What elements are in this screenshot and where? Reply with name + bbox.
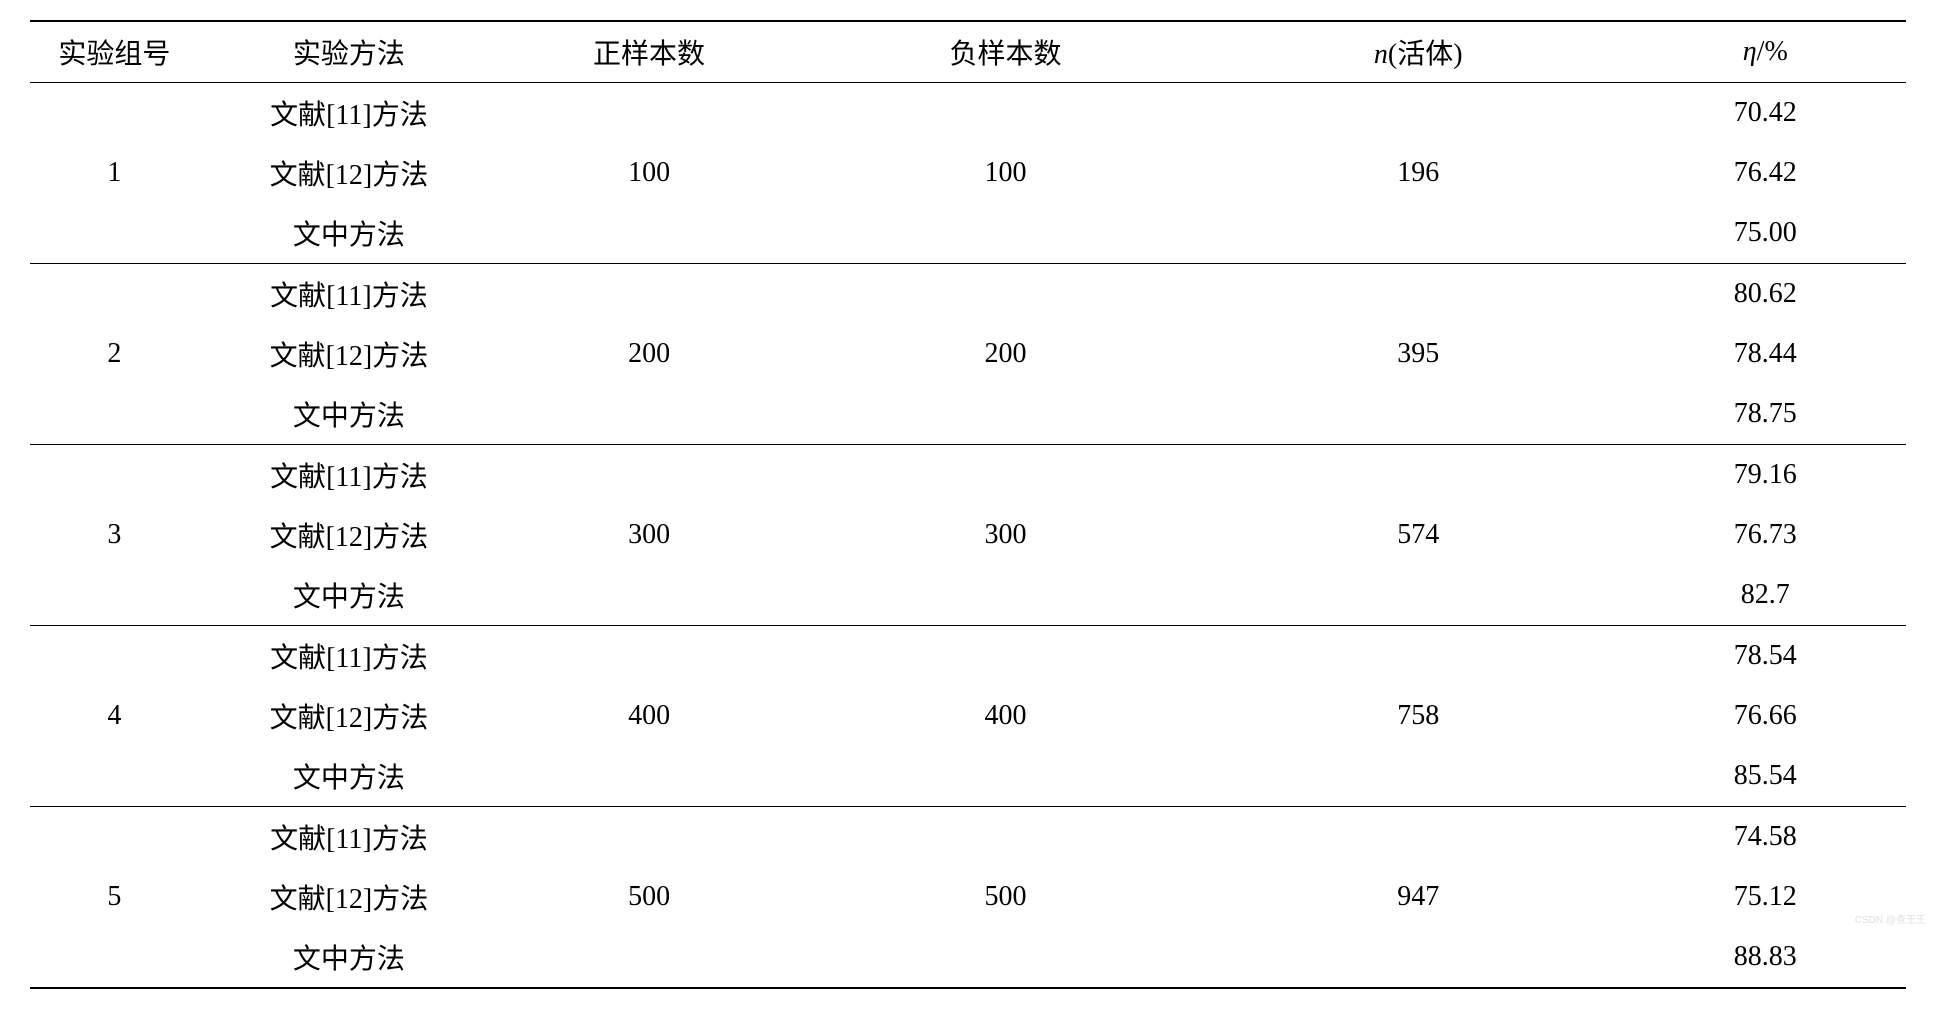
cell-eta: 76.42: [1625, 143, 1906, 203]
cell-n: 196: [1212, 83, 1625, 264]
cell-method: 文中方法: [199, 565, 499, 626]
cell-eta: 85.54: [1625, 746, 1906, 807]
header-n: n(活体): [1212, 21, 1625, 83]
cell-method: 文献[12]方法: [199, 686, 499, 746]
cell-group-id: 2: [30, 264, 199, 445]
cell-positive: 400: [499, 626, 799, 807]
cell-method: 文中方法: [199, 384, 499, 445]
cell-method: 文献[12]方法: [199, 505, 499, 565]
cell-positive: 200: [499, 264, 799, 445]
cell-method: 文献[11]方法: [199, 445, 499, 506]
header-negative: 负样本数: [799, 21, 1212, 83]
cell-n: 947: [1212, 807, 1625, 989]
cell-negative: 400: [799, 626, 1212, 807]
cell-group-id: 1: [30, 83, 199, 264]
header-method: 实验方法: [199, 21, 499, 83]
table-header-row: 实验组号 实验方法 正样本数 负样本数 n(活体) η/%: [30, 21, 1906, 83]
cell-eta: 76.66: [1625, 686, 1906, 746]
header-n-symbol: n: [1374, 39, 1388, 70]
cell-method: 文中方法: [199, 203, 499, 264]
cell-eta: 80.62: [1625, 264, 1906, 325]
cell-method: 文献[12]方法: [199, 143, 499, 203]
cell-eta: 74.58: [1625, 807, 1906, 868]
cell-negative: 100: [799, 83, 1212, 264]
cell-negative: 300: [799, 445, 1212, 626]
cell-group-id: 4: [30, 626, 199, 807]
table-row: 3 文献[11]方法 300 300 574 79.16: [30, 445, 1906, 506]
cell-eta: 70.42: [1625, 83, 1906, 144]
cell-method: 文献[12]方法: [199, 324, 499, 384]
table-row: 2 文献[11]方法 200 200 395 80.62: [30, 264, 1906, 325]
cell-group-id: 3: [30, 445, 199, 626]
cell-eta: 76.73: [1625, 505, 1906, 565]
cell-group-id: 5: [30, 807, 199, 989]
header-positive: 正样本数: [499, 21, 799, 83]
header-group: 实验组号: [30, 21, 199, 83]
table-row: 1 文献[11]方法 100 100 196 70.42: [30, 83, 1906, 144]
table-row: 5 文献[11]方法 500 500 947 74.58: [30, 807, 1906, 868]
cell-method: 文献[11]方法: [199, 807, 499, 868]
cell-method: 文献[11]方法: [199, 83, 499, 144]
header-eta-symbol: η: [1743, 36, 1757, 67]
cell-method: 文献[11]方法: [199, 626, 499, 687]
cell-eta: 78.54: [1625, 626, 1906, 687]
cell-n: 574: [1212, 445, 1625, 626]
cell-eta: 78.44: [1625, 324, 1906, 384]
watermark-text: CSDN @查王王: [1855, 911, 1926, 926]
header-eta: η/%: [1625, 21, 1906, 83]
cell-eta: 78.75: [1625, 384, 1906, 445]
cell-method: 文中方法: [199, 927, 499, 988]
experiment-results-table: 实验组号 实验方法 正样本数 负样本数 n(活体) η/% 1 文献[11]方法…: [30, 20, 1906, 989]
header-eta-suffix: /%: [1757, 36, 1788, 67]
cell-negative: 200: [799, 264, 1212, 445]
cell-positive: 100: [499, 83, 799, 264]
cell-n: 758: [1212, 626, 1625, 807]
table-row: 4 文献[11]方法 400 400 758 78.54: [30, 626, 1906, 687]
cell-method: 文中方法: [199, 746, 499, 807]
cell-positive: 500: [499, 807, 799, 989]
cell-method: 文献[11]方法: [199, 264, 499, 325]
header-n-suffix: (活体): [1388, 39, 1463, 70]
cell-negative: 500: [799, 807, 1212, 989]
cell-positive: 300: [499, 445, 799, 626]
cell-eta: 79.16: [1625, 445, 1906, 506]
cell-method: 文献[12]方法: [199, 867, 499, 927]
table-body: 1 文献[11]方法 100 100 196 70.42 文献[12]方法 76…: [30, 83, 1906, 989]
cell-eta: 82.7: [1625, 565, 1906, 626]
cell-n: 395: [1212, 264, 1625, 445]
cell-eta: 75.00: [1625, 203, 1906, 264]
cell-eta: 88.83: [1625, 927, 1906, 988]
